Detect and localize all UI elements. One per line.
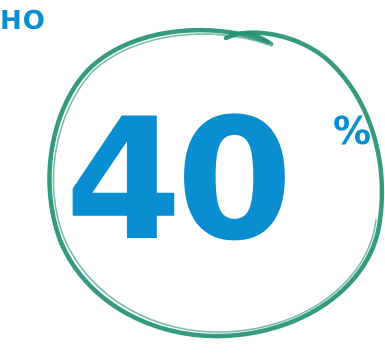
- corner-word: НО: [0, 6, 46, 36]
- stat-value: 40: [65, 82, 293, 278]
- stat-unit: %: [333, 109, 372, 153]
- circle-stroke-tail: [230, 31, 274, 46]
- circle-stroke-texture: [52, 33, 377, 333]
- circle-stroke-main: [47, 27, 385, 339]
